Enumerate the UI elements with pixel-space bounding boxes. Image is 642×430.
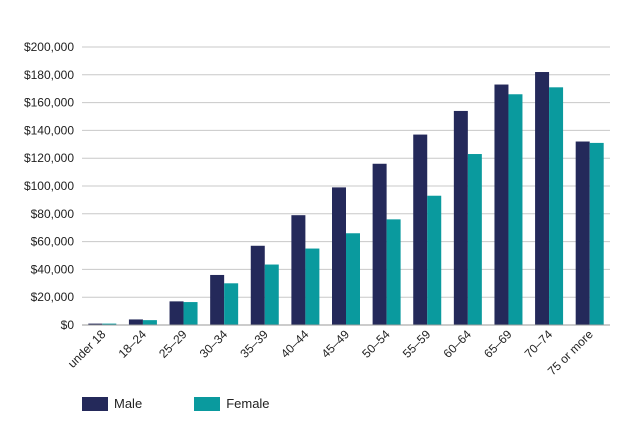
bar-male bbox=[494, 84, 509, 325]
x-tick-label: 70–74 bbox=[522, 327, 556, 361]
y-tick-label: $160,000 bbox=[24, 96, 74, 110]
y-tick-label: $200,000 bbox=[24, 40, 74, 54]
bar-male bbox=[575, 141, 590, 325]
bar-female bbox=[346, 233, 360, 325]
bar-female bbox=[264, 264, 279, 325]
legend-swatch-female bbox=[194, 396, 221, 411]
x-tick-label: 50–54 bbox=[359, 327, 393, 361]
legend-label-female: Female bbox=[226, 396, 270, 411]
bar-male bbox=[291, 215, 306, 325]
bar-female bbox=[467, 154, 482, 325]
bar-female bbox=[305, 248, 320, 325]
x-tick-label: 35–39 bbox=[237, 327, 271, 361]
bar-female bbox=[589, 142, 604, 325]
bar-female bbox=[427, 195, 442, 325]
y-tick-label: $80,000 bbox=[31, 207, 75, 221]
bar-male bbox=[332, 187, 346, 325]
x-tick-label: 55–59 bbox=[400, 327, 434, 361]
y-tick-label: $0 bbox=[61, 318, 75, 332]
y-tick-label: $100,000 bbox=[24, 179, 74, 193]
x-tick-label: 65–69 bbox=[481, 327, 515, 361]
bars bbox=[88, 72, 604, 326]
x-tick-label: 40–44 bbox=[278, 327, 312, 361]
x-tick-label: under 18 bbox=[65, 327, 109, 371]
bar-female bbox=[183, 302, 198, 325]
legend-item-male: Male bbox=[82, 396, 142, 411]
y-tick-label: $120,000 bbox=[24, 151, 74, 165]
bar-female bbox=[142, 320, 157, 325]
bar-female bbox=[508, 94, 523, 325]
bar-female bbox=[549, 87, 564, 325]
y-tick-label: $20,000 bbox=[31, 290, 75, 304]
bar-male bbox=[88, 323, 103, 325]
bar-male bbox=[169, 301, 184, 325]
legend: Male Female bbox=[82, 396, 322, 411]
y-tick-label: $140,000 bbox=[24, 123, 74, 137]
x-tick-label: 25–29 bbox=[156, 327, 190, 361]
y-axis-ticks: $0 $20,000 $40,000 $60,000 $80,000 $100,000 $1… bbox=[24, 40, 74, 332]
legend-item-female: Female bbox=[194, 396, 270, 411]
bar-female bbox=[102, 323, 117, 325]
bar-male bbox=[210, 274, 225, 325]
bar-male bbox=[453, 110, 468, 325]
bar-male bbox=[372, 163, 387, 325]
y-tick-label: $40,000 bbox=[31, 262, 75, 276]
x-tick-label: 45–49 bbox=[319, 327, 353, 361]
x-tick-label: 18–24 bbox=[116, 327, 150, 361]
legend-label-male: Male bbox=[114, 396, 143, 411]
bar-male bbox=[413, 134, 428, 325]
y-tick-label: $60,000 bbox=[31, 235, 75, 249]
x-tick-label: 30–34 bbox=[197, 327, 231, 361]
bar-male bbox=[128, 319, 143, 325]
bar-female bbox=[224, 283, 239, 325]
legend-swatch-male bbox=[82, 396, 108, 411]
x-tick-label: 60–64 bbox=[440, 327, 474, 361]
bar-female bbox=[386, 219, 401, 325]
y-tick-label: $180,000 bbox=[24, 68, 74, 82]
x-axis-ticks: under 18 18–24 25–29 30–34 35–39 40–44 45–49 50… bbox=[65, 327, 596, 378]
bar-male bbox=[250, 245, 265, 325]
bar-male bbox=[535, 72, 550, 326]
